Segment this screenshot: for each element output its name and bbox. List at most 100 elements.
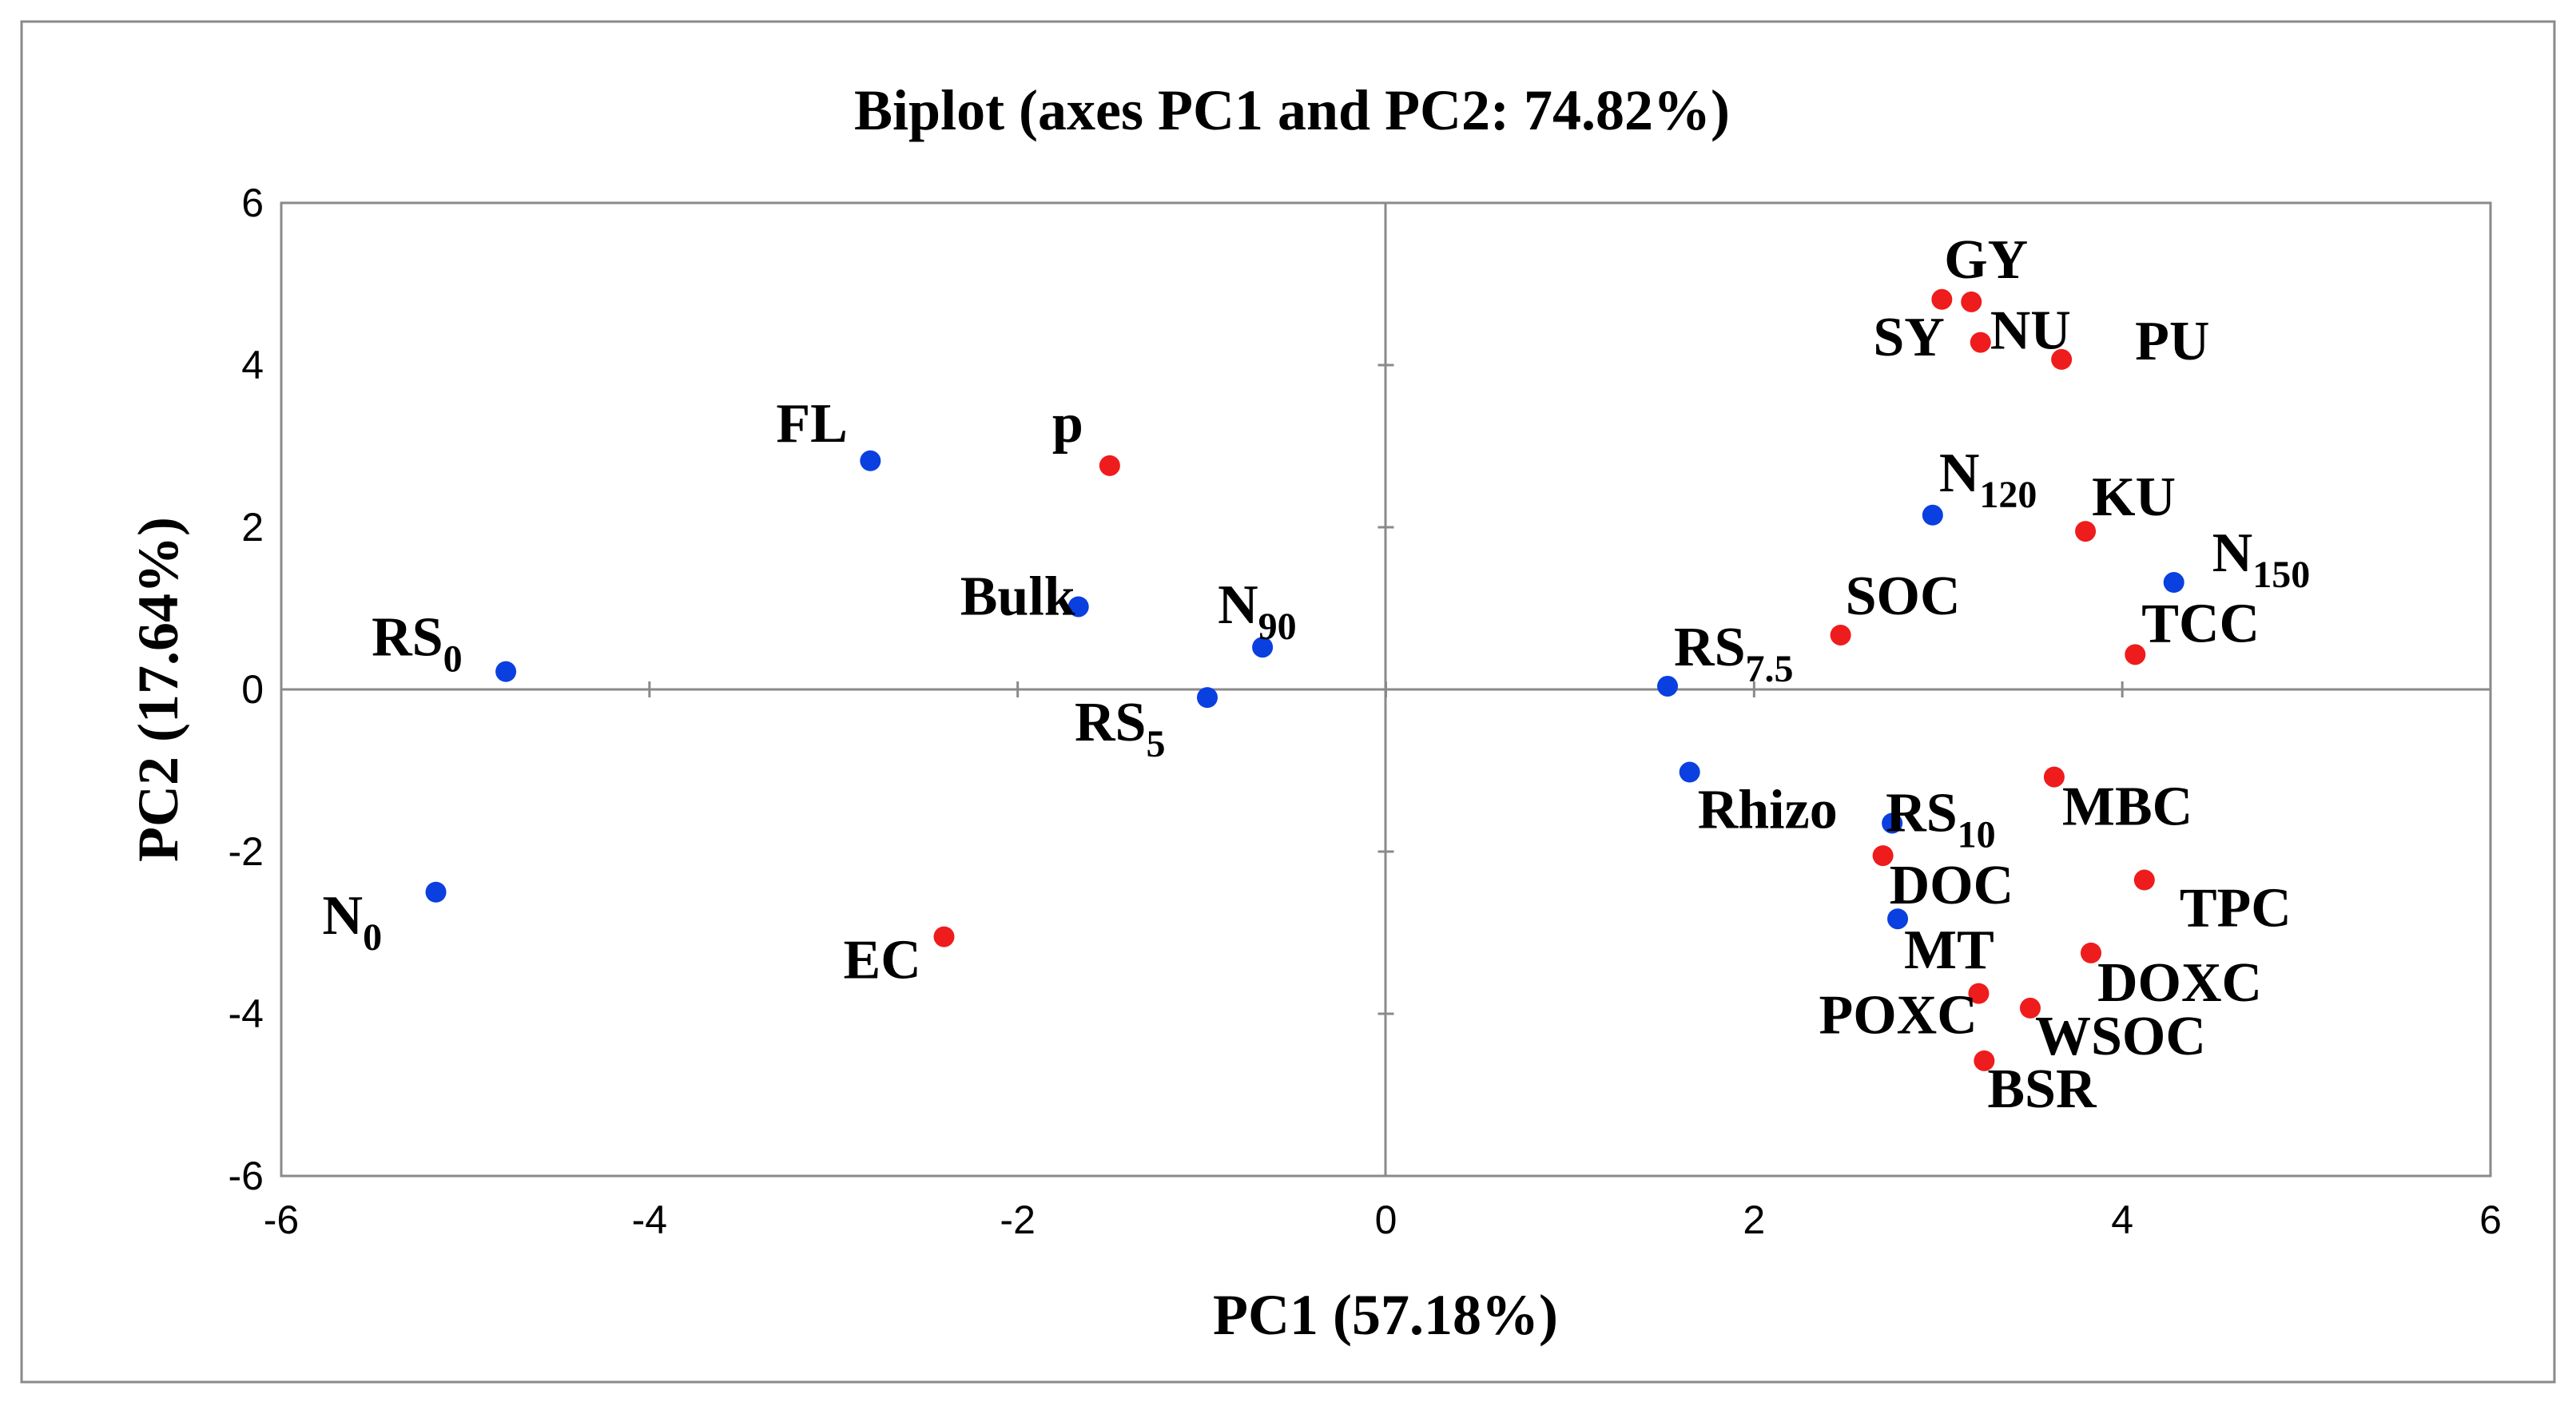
label-nu: NU — [1990, 300, 2071, 362]
label-text: FL — [776, 393, 847, 455]
label-text: NU — [1990, 300, 2071, 362]
point-n-120 — [1922, 504, 1943, 526]
point-soc — [1830, 624, 1851, 645]
y-tick-label: -4 — [229, 991, 264, 1036]
label-text: RS — [1886, 782, 1957, 844]
label-subscript: 0 — [363, 916, 382, 959]
label-text: N — [1939, 443, 1980, 504]
label-pu: PU — [2135, 311, 2209, 372]
y-tick-label: -2 — [229, 829, 264, 874]
label-ec: EC — [844, 930, 921, 991]
label-rhizo: Rhizo — [1698, 780, 1838, 841]
label-n-0: N0 — [323, 885, 383, 959]
point-p — [1099, 455, 1120, 476]
label-bulk: Bulk — [960, 566, 1075, 627]
label-n-150: N150 — [2212, 522, 2311, 596]
x-tick-label: -2 — [1000, 1198, 1035, 1242]
label-poxc: POXC — [1819, 985, 1977, 1047]
label-text: N — [1218, 574, 1258, 636]
point-n-0 — [425, 881, 447, 903]
label-text: KU — [2092, 467, 2176, 528]
label-subscript: 150 — [2252, 554, 2310, 596]
label-text: RS — [1075, 692, 1146, 753]
point-tpc — [2133, 869, 2155, 891]
x-tick-label: -6 — [264, 1198, 299, 1242]
label-sy: SY — [1873, 307, 1944, 368]
point-n-90 — [1252, 637, 1274, 658]
point-ku — [2075, 521, 2097, 542]
label-text: TCC — [2141, 593, 2260, 654]
point-bsr — [1974, 1050, 1995, 1071]
point-nu — [1970, 332, 1991, 353]
label-text: EC — [844, 930, 921, 991]
x-tick-label: -4 — [632, 1198, 667, 1242]
point-wsoc — [2019, 997, 2041, 1019]
label-doxc: DOXC — [2097, 952, 2262, 1014]
label-ku: KU — [2092, 467, 2176, 528]
y-axis-ticks — [1377, 201, 1394, 1178]
x-tick-label: 0 — [1375, 1198, 1397, 1242]
label-tcc: TCC — [2141, 593, 2260, 654]
label-subscript: 7.5 — [1746, 648, 1794, 690]
x-tick-label: 2 — [1743, 1198, 1765, 1242]
label-text: MBC — [2062, 776, 2192, 838]
label-rs-5: RS5 — [1075, 692, 1165, 765]
label-text: SY — [1873, 307, 1944, 368]
x-axis-ticks — [280, 681, 2492, 697]
label-text: Bulk — [960, 566, 1075, 627]
label-soc: SOC — [1846, 566, 1961, 627]
y-tick-label: 0 — [241, 667, 264, 712]
point-rs-10 — [1882, 812, 1903, 834]
label-rs-0: RS0 — [372, 607, 462, 681]
label-fl: FL — [776, 393, 847, 455]
point-rs-7-5 — [1657, 675, 1679, 697]
label-text: SOC — [1846, 566, 1961, 627]
x-axis-title: PC1 (57.18%) — [1213, 1283, 1558, 1347]
x-tick-label: 6 — [2479, 1198, 2502, 1242]
point-fl — [860, 450, 881, 471]
label-n-120: N120 — [1939, 443, 2037, 516]
label-text: BSR — [1987, 1058, 2097, 1120]
point-sy — [1931, 288, 1953, 310]
y-tick-label: 6 — [241, 181, 264, 225]
label-tpc: TPC — [2180, 878, 2292, 939]
point-bulk — [1067, 596, 1089, 618]
label-text: N — [2212, 522, 2253, 584]
point-gy — [1961, 291, 1982, 312]
label-text: N — [323, 885, 364, 947]
point-pu — [2051, 348, 2073, 370]
label-text: RS — [1674, 617, 1745, 678]
y-axis-title: PC2 (17.64%) — [126, 517, 190, 862]
point-mbc — [2043, 766, 2065, 788]
label-text: POXC — [1819, 985, 1977, 1047]
label-gy: GY — [1944, 229, 2028, 291]
label-wsoc: WSOC — [2035, 1006, 2206, 1067]
point-ec — [933, 926, 955, 947]
label-text: MT — [1904, 919, 1994, 981]
label-subscript: 90 — [1258, 606, 1297, 648]
point-n-150 — [2163, 572, 2184, 594]
label-text: p — [1052, 393, 1083, 455]
label-rs-7-5: RS7.5 — [1674, 617, 1793, 690]
label-doc: DOC — [1890, 855, 2014, 916]
label-bsr: BSR — [1987, 1058, 2097, 1120]
label-text: TPC — [2180, 878, 2292, 939]
data-points — [425, 288, 2184, 1071]
y-tick-label: 4 — [241, 343, 264, 387]
label-subscript: 5 — [1146, 723, 1165, 765]
outer-border — [20, 20, 2556, 1384]
label-subscript: 0 — [443, 638, 463, 681]
y-tick-label: 2 — [241, 505, 264, 550]
point-doxc — [2080, 942, 2101, 963]
point-doc — [1872, 845, 1894, 867]
label-text: DOXC — [2097, 952, 2262, 1014]
label-mt: MT — [1904, 919, 1994, 981]
chart-title: Biplot (axes PC1 and PC2: 74.82%) — [854, 78, 1730, 142]
point-rhizo — [1679, 761, 1700, 783]
label-text: WSOC — [2035, 1006, 2206, 1067]
label-text: Rhizo — [1698, 780, 1838, 841]
point-poxc — [1968, 983, 1990, 1004]
